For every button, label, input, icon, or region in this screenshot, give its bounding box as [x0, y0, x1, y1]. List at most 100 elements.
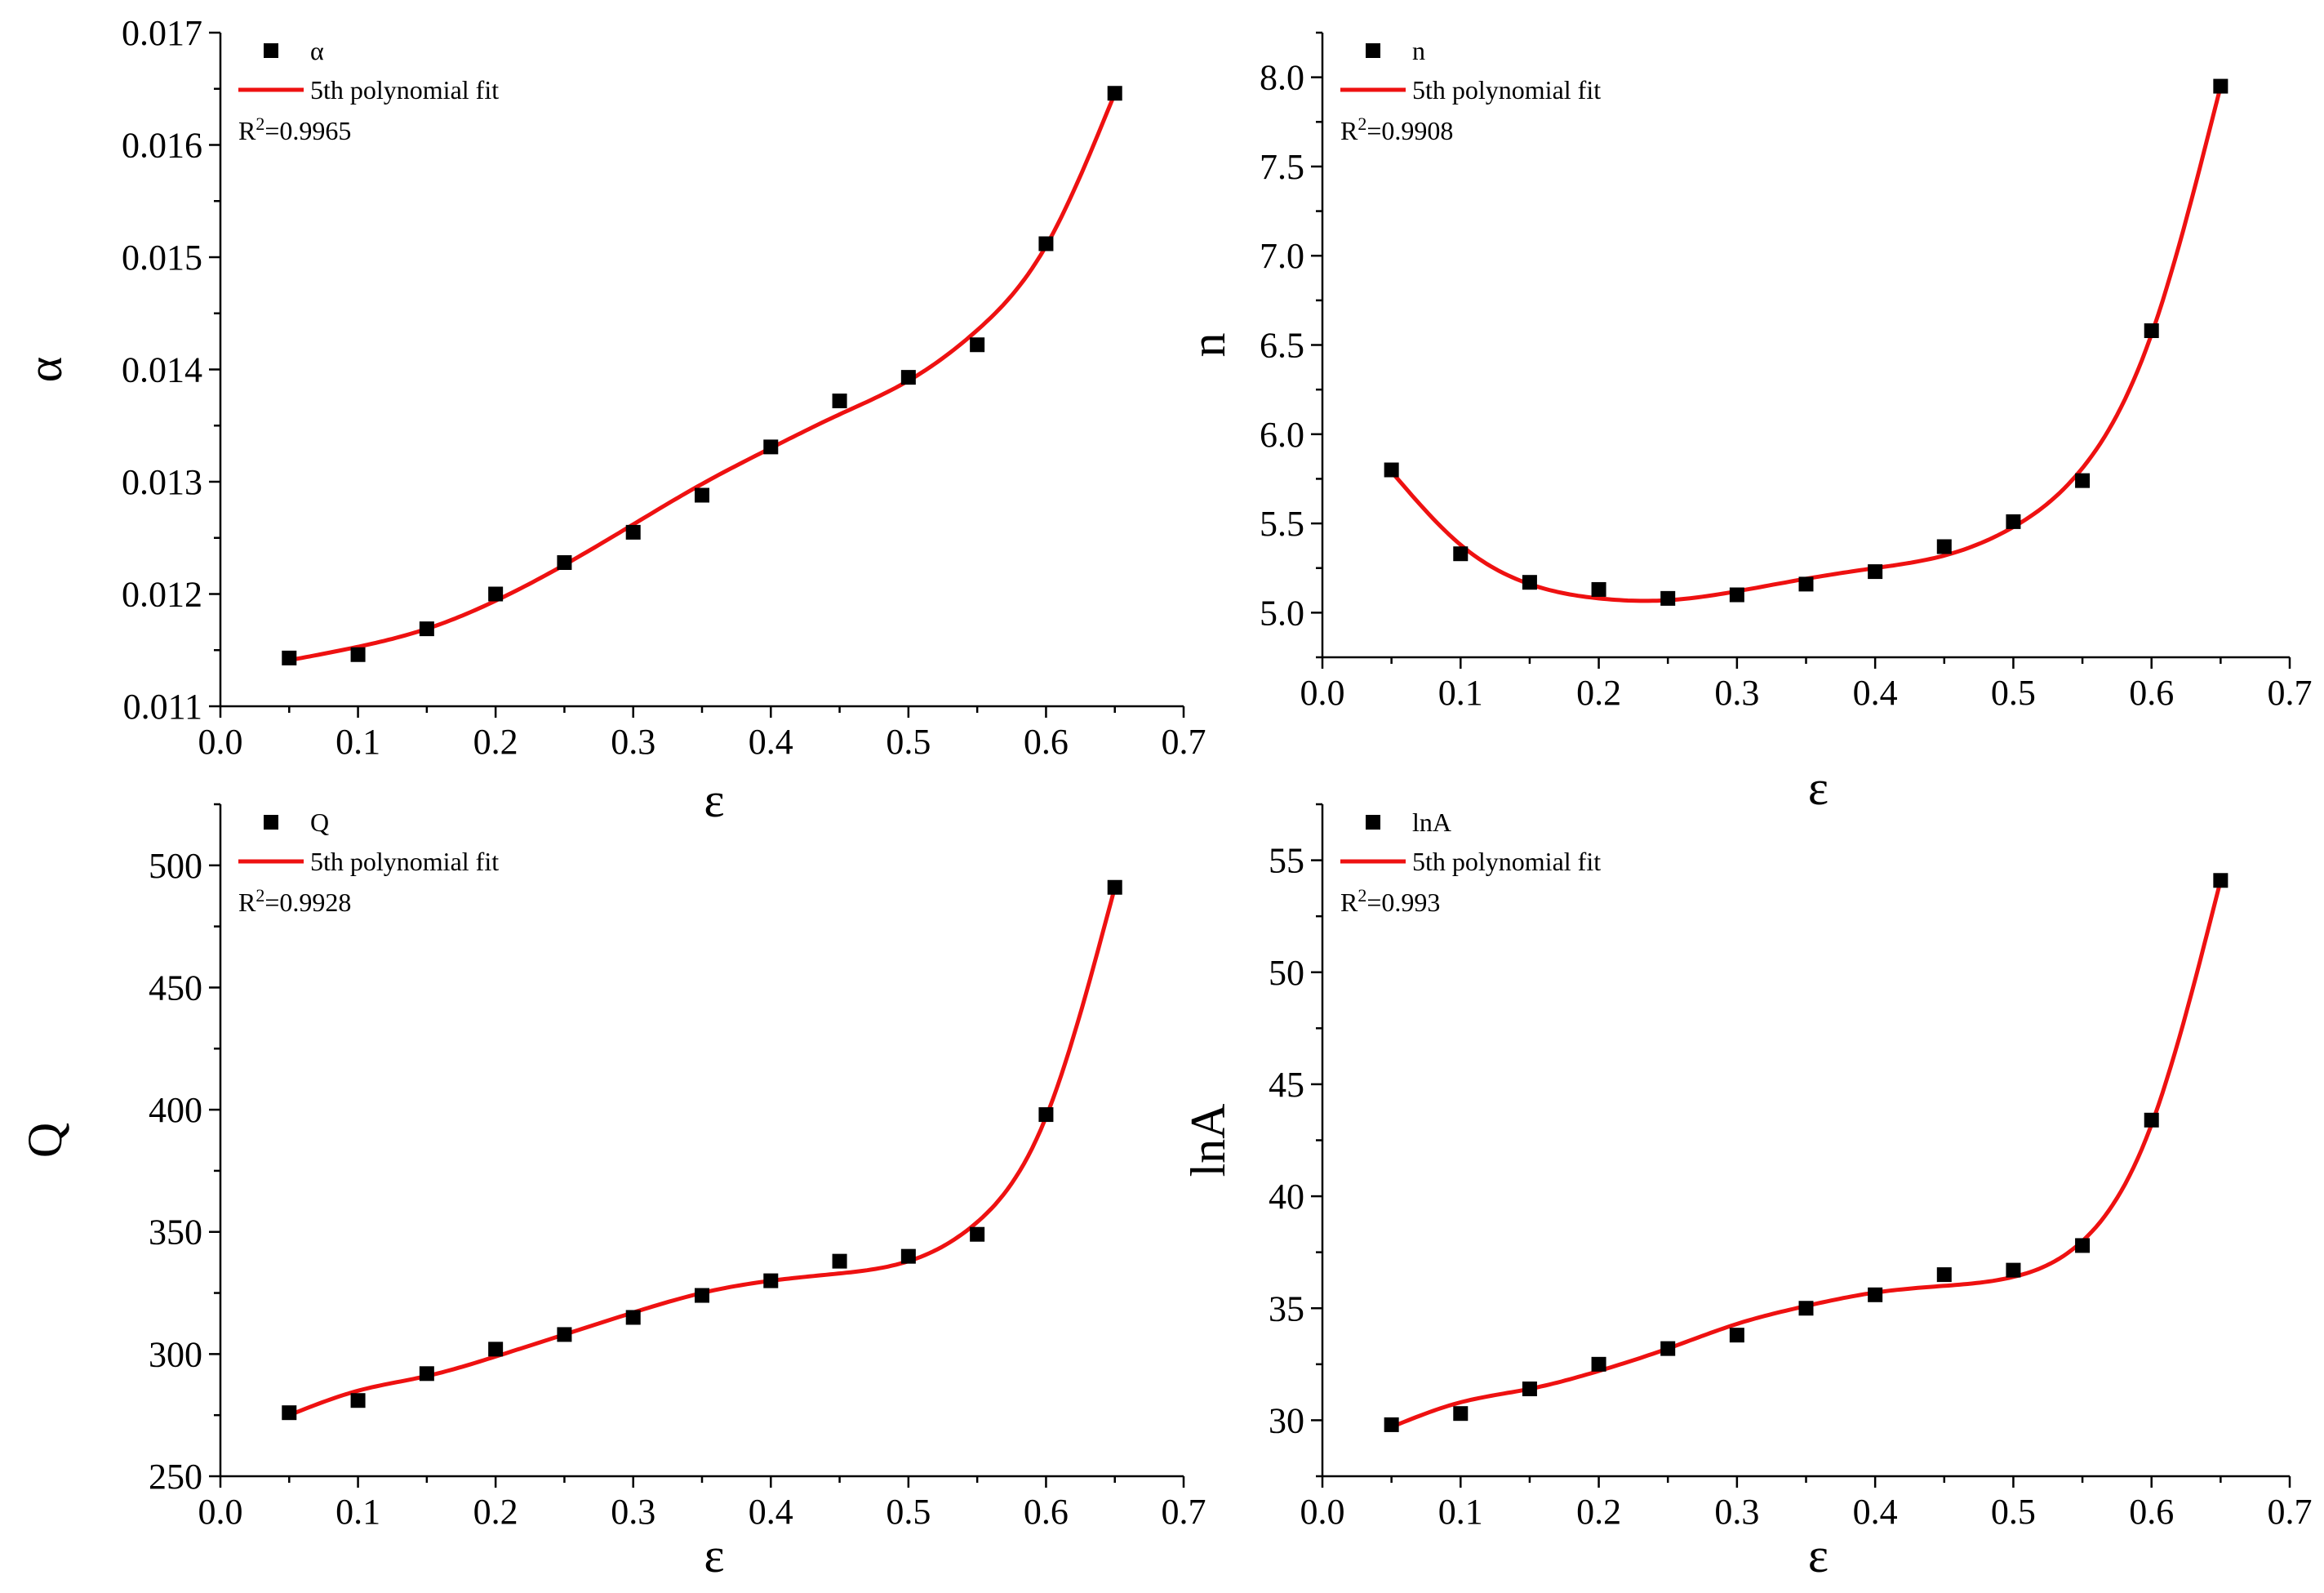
data-point — [763, 439, 779, 455]
data-point — [1591, 1356, 1606, 1372]
data-point — [2075, 473, 2091, 488]
data-point — [1729, 587, 1744, 603]
y-tick-label: 0.012 — [122, 575, 202, 615]
fit-curve — [288, 887, 1118, 1417]
x-tick-label: 0.4 — [749, 1492, 793, 1532]
x-tick-label: 0.3 — [1714, 1492, 1759, 1532]
data-point — [2144, 1112, 2159, 1128]
y-tick-label: 6.5 — [1260, 326, 1304, 366]
data-point — [1591, 581, 1606, 597]
x-tick-label: 0.6 — [2129, 1492, 2174, 1532]
data-point — [2213, 873, 2228, 888]
legend-fit-label: 5th polynomial fit — [310, 75, 499, 105]
data-point — [1660, 1341, 1676, 1356]
data-point — [419, 1366, 434, 1382]
legend: lnA 5th polynomial fit R2=0.993 — [1340, 808, 1601, 917]
data-point — [832, 394, 847, 408]
x-tick-label: 0.1 — [1438, 1492, 1483, 1532]
legend-points-label: α — [310, 36, 324, 65]
legend-point-marker — [264, 815, 278, 830]
data-point — [2144, 323, 2159, 339]
y-axis-title: n — [1181, 333, 1235, 358]
data-point — [1038, 236, 1054, 251]
data-point — [2006, 1262, 2021, 1278]
data-point — [1522, 1382, 1537, 1397]
legend-fit-label: 5th polynomial fit — [1412, 75, 1601, 105]
data-point — [1868, 564, 1883, 580]
x-tick-label: 0.4 — [1853, 1492, 1898, 1532]
y-axis-title: Q — [18, 1123, 72, 1158]
data-point — [1038, 1107, 1054, 1123]
y-tick-label: 40 — [1269, 1177, 1304, 1217]
data-point — [1936, 539, 1952, 554]
y-axis-title: α — [18, 357, 72, 382]
x-tick-label: 0.0 — [1300, 1492, 1345, 1532]
y-tick-label: 7.0 — [1260, 236, 1304, 276]
x-axis-title: ε — [704, 1528, 724, 1582]
data-point — [2213, 78, 2228, 94]
data-point — [695, 487, 709, 503]
chart-panel-4: 0.0 0.1 0.2 0.3 0.4 0.5 0.6 0.7 30 35 40 45 50 55 ε lnA… — [1181, 803, 2313, 1582]
legend-points-label: lnA — [1412, 808, 1451, 837]
x-tick-label: 0.2 — [1576, 1492, 1621, 1532]
data-point — [763, 1273, 779, 1288]
x-tick-label: 0.4 — [1853, 673, 1898, 713]
data-point — [557, 555, 572, 570]
data-point — [488, 586, 504, 602]
data-point — [625, 524, 641, 540]
data-point — [695, 1288, 709, 1303]
x-tick-label: 0.7 — [1162, 722, 1206, 762]
chart-panel-2: 0.0 0.1 0.2 0.3 0.4 0.5 0.6 0.7 5.0 5.5 6.0 6.5 7.0 7… — [1181, 31, 2313, 815]
x-tick-label: 0.2 — [473, 722, 518, 762]
y-tick-label: 55 — [1269, 841, 1304, 881]
y-tick-label: 5.5 — [1260, 504, 1304, 544]
data-point — [900, 370, 916, 385]
x-tick-label: 0.5 — [886, 722, 931, 762]
x-tick-label: 0.4 — [749, 722, 793, 762]
x-tick-label: 0.6 — [1024, 1492, 1069, 1532]
x-tick-label: 0.1 — [335, 722, 380, 762]
x-tick-label: 0.2 — [473, 1492, 518, 1532]
y-tick-label: 450 — [149, 968, 202, 1008]
y-tick-label: 0.016 — [122, 126, 202, 166]
legend-points-label: Q — [310, 808, 329, 837]
data-point — [1798, 576, 1814, 592]
data-point — [1936, 1267, 1952, 1283]
r2-annotation: R2=0.9908 — [1340, 113, 1453, 145]
data-point — [350, 647, 366, 662]
x-tick-label: 0.5 — [886, 1492, 931, 1532]
data-point — [2006, 514, 2021, 529]
y-tick-label: 350 — [149, 1213, 202, 1253]
x-tick-label: 0.7 — [2268, 1492, 2313, 1532]
legend-point-marker — [1366, 815, 1380, 830]
x-tick-label: 0.6 — [2129, 673, 2174, 713]
y-tick-label: 400 — [149, 1090, 202, 1130]
y-tick-label: 0.015 — [122, 238, 202, 278]
y-tick-label: 6.0 — [1260, 415, 1304, 455]
data-point — [488, 1342, 504, 1357]
x-tick-label: 0.0 — [198, 722, 243, 762]
legend: n 5th polynomial fit R2=0.9908 — [1340, 36, 1601, 145]
chart-panel-1: 0.0 0.1 0.2 0.3 0.4 0.5 0.6 0.7 0.011 0.012 0.013 0… — [18, 13, 1206, 827]
legend-point-marker — [264, 43, 278, 58]
y-tick-label: 0.013 — [122, 462, 202, 502]
y-tick-label: 0.017 — [122, 13, 202, 53]
x-tick-label: 0.1 — [1438, 673, 1483, 713]
y-tick-label: 5.0 — [1260, 593, 1304, 633]
x-tick-label: 0.5 — [1991, 673, 2036, 713]
x-axis-title: ε — [1808, 761, 1829, 815]
x-axis-title: ε — [704, 773, 724, 827]
data-point — [970, 1226, 985, 1242]
x-tick-label: 0.0 — [198, 1492, 243, 1532]
fit-curve — [1390, 879, 2223, 1429]
legend: α 5th polynomial fit R2=0.9965 — [238, 36, 499, 145]
x-tick-label: 0.3 — [611, 1492, 655, 1532]
y-tick-label: 500 — [149, 846, 202, 886]
y-tick-label: 8.0 — [1260, 58, 1304, 98]
data-point — [1798, 1301, 1814, 1316]
data-point — [625, 1310, 641, 1325]
data-point — [1729, 1328, 1744, 1343]
fit-curve — [288, 92, 1118, 663]
y-tick-label: 300 — [149, 1334, 202, 1374]
data-point — [1660, 590, 1676, 606]
